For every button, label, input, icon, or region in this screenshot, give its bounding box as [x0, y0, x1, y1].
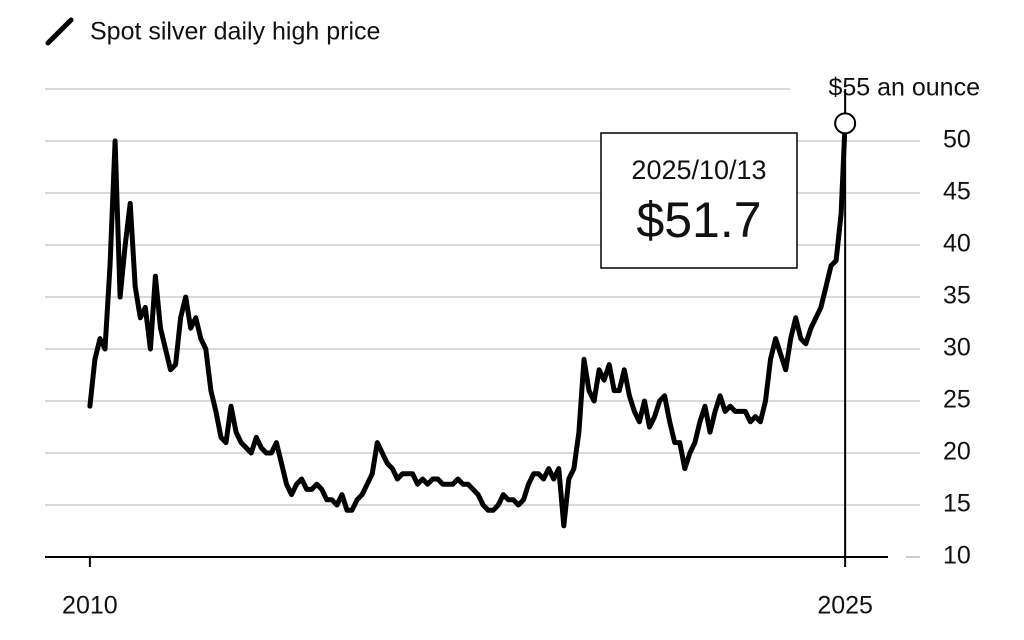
x-tick-label: 2025: [817, 592, 873, 620]
y-tick-label: 10: [943, 542, 971, 570]
x-tick-label: 2010: [62, 592, 118, 620]
tooltip-box: [600, 132, 798, 269]
highlight-point: [834, 112, 857, 135]
y-tick-label: 50: [943, 126, 971, 154]
y-tick-label: 20: [943, 438, 971, 466]
y-tick-label: $55 an ounce: [828, 74, 980, 102]
legend-label: Spot silver daily high price: [90, 18, 380, 46]
legend-icon: [45, 17, 74, 46]
price-line: [87, 120, 848, 529]
tooltip-date: 2025/10/13: [631, 155, 766, 185]
y-tick-label: 35: [943, 282, 971, 310]
y-tick-label: 30: [943, 334, 971, 362]
y-tick-label: 15: [943, 490, 971, 518]
y-tick-label: 45: [943, 178, 971, 206]
y-tick-label: 40: [943, 230, 971, 258]
tooltip-value: $51.7: [636, 192, 761, 248]
y-tick-label: 25: [943, 386, 971, 414]
